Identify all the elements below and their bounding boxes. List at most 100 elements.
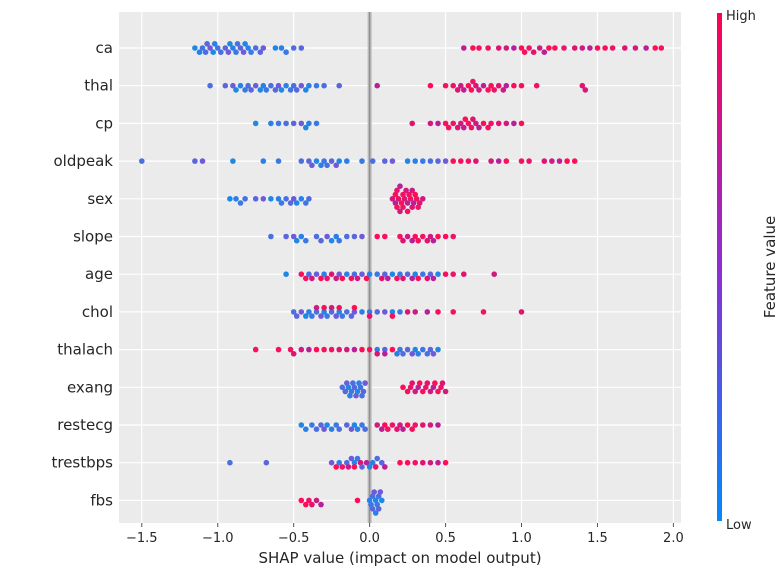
shap-point-restecg [344,422,350,428]
shap-point-thalach [351,346,358,353]
x-tick-label: −1.0 [202,531,234,546]
shap-point-ca [511,45,517,51]
shap-point-oldpeak [503,158,510,164]
shap-point-slope [442,233,449,240]
shap-point-exang [442,388,449,395]
shap-point-ca [245,45,251,51]
shap-point-cp [409,120,416,127]
shap-point-oldpeak [450,158,457,164]
shap-point-ca [495,45,502,51]
shap-point-age [348,275,355,282]
shap-point-fbs [298,497,305,504]
shap-point-chol [351,304,358,311]
shap-point-age [404,271,411,278]
shap-point-ca [652,45,658,51]
shap-point-thalach [313,346,320,353]
shap-point-ca [202,49,209,55]
shap-point-thal [272,87,279,93]
shap-point-ca [526,45,532,51]
shap-point-exang [359,392,365,399]
shap-point-trestbps [328,459,335,466]
shap-point-chol [435,309,441,315]
shap-point-slope [328,237,335,244]
shap-point-age [397,271,403,278]
shap-point-oldpeak [435,158,441,164]
shap-point-restecg [359,422,365,428]
shap-point-restecg [321,426,327,433]
shap-point-exang [345,384,352,391]
shap-point-sex [403,187,409,194]
shap-point-fbs [371,489,378,495]
shap-point-trestbps [348,455,355,462]
shap-point-chol [333,313,340,319]
shap-point-thal [303,87,309,93]
shap-point-age [333,275,340,282]
shap-point-age [435,271,441,278]
shap-point-thalach [400,351,406,357]
shap-point-ca [210,49,216,55]
shap-point-age [313,271,320,278]
shap-point-exang [432,380,438,386]
shap-point-sex [404,208,411,215]
shap-point-cp [503,120,510,127]
shap-point-ca [518,45,525,51]
shap-point-thal [268,82,274,89]
shap-point-cp [303,124,309,131]
shap-point-trestbps [351,459,358,466]
plot-area [119,12,681,523]
shap-point-thalach [328,346,335,353]
shap-point-thalach [412,346,419,353]
shap-point-trestbps [336,459,343,466]
shap-point-ca [260,45,267,51]
shap-point-chol [348,313,355,319]
shap-point-ca [225,49,232,55]
shap-point-ca [485,45,491,51]
colorbar [717,13,722,521]
shap-point-exang [354,388,361,395]
shap-point-ca [541,49,548,55]
shap-point-chol [389,309,396,315]
shap-point-ca [278,45,285,51]
shap-point-oldpeak [199,158,206,164]
shap-point-exang [362,380,368,386]
shap-point-cp [480,120,487,127]
shap-point-thal [458,82,464,89]
shap-point-oldpeak [389,158,396,164]
shap-point-oldpeak [518,158,525,164]
shap-point-thal [245,82,251,89]
shap-point-sex [415,204,422,210]
shap-point-ca [211,41,218,47]
shap-point-oldpeak [488,158,494,164]
shap-point-chol [374,309,381,315]
shap-point-restecg [328,426,335,433]
shap-point-thal [230,82,236,89]
shap-point-exang [424,380,431,386]
shap-point-thalach [336,346,343,353]
shap-point-ca [272,45,279,51]
shap-point-slope [298,233,305,240]
shap-point-exang [438,384,444,391]
shap-point-cp [442,120,449,127]
shap-point-sex [416,200,423,206]
shap-point-age [412,271,419,278]
x-tick-label: 1.5 [587,531,608,546]
shap-point-trestbps [354,455,361,462]
shap-point-thal [336,82,343,89]
shap-point-ca [632,45,639,51]
shap-point-chol [389,313,396,319]
shap-point-age [336,271,343,278]
shap-point-restecg [354,426,361,433]
shap-point-restecg [374,422,381,428]
shap-point-slope [382,233,388,240]
shap-point-fbs [368,501,374,508]
shap-point-sex [413,196,420,202]
shap-point-slope [435,233,441,240]
shap-point-cp [275,120,282,127]
shap-point-trestbps [333,464,340,470]
shap-point-thal [442,82,449,89]
shap-point-ca [230,45,236,51]
shap-point-thal [480,82,487,89]
shap-point-sex [290,196,297,202]
shap-point-restecg [313,426,320,433]
shap-point-fbs [372,497,379,504]
